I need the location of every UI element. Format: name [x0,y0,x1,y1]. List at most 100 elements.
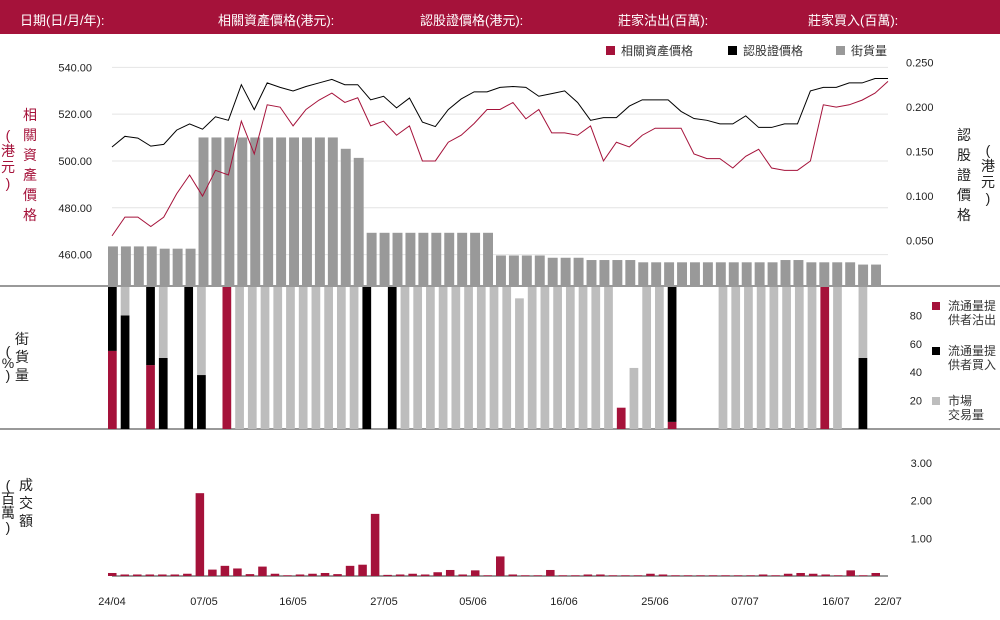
turnover-bar [483,575,492,576]
middle-y-axis-unit: (%) [2,343,14,383]
outstanding-bar [858,264,869,285]
turnover-bar [370,513,380,576]
turnover-bar [258,566,267,576]
mm-flow-bar [222,287,232,429]
outstanding-bar [496,255,506,285]
x-tick: 07/07 [731,596,759,608]
turnover-bar [683,575,693,576]
outstanding-bar [211,137,222,285]
outstanding-bar [327,137,338,285]
turnover-bar [158,574,167,576]
x-tick: 16/06 [550,596,578,608]
outstanding-bar [250,137,261,285]
outstanding-bar [289,137,299,285]
turnover-bar [521,575,530,576]
turnover-bar [270,573,280,576]
middle-legend-swatch [932,347,940,355]
mm-flow-bar [642,287,652,429]
y-left-axis-title: 相關資產價格 [23,107,37,223]
outstanding-bar [353,157,364,285]
mm-flow-bar [502,287,512,429]
y-right-tick: 0.050 [906,235,934,247]
turnover-bar [633,575,643,576]
turnover-bar [708,575,718,576]
outstanding-bar [431,232,442,285]
turnover-bar [383,574,392,576]
outstanding-bar [793,260,804,285]
outstanding-bar [741,262,752,285]
outstanding-bar [263,137,274,285]
outstanding-bar [871,264,881,285]
outstanding-bar [612,260,623,285]
mm-flow-bar [565,287,575,429]
turnover-bar [583,574,593,576]
turnover-bar [358,564,367,576]
middle-legend-swatch [932,397,940,405]
mm-flow-bar [756,287,766,429]
x-tick: 25/06 [641,596,669,608]
y-left-tick: 540.00 [58,62,92,74]
outstanding-bar [444,232,455,285]
outstanding-bar [521,255,532,285]
outstanding-bar [690,262,700,285]
outstanding-bar [702,262,713,285]
outstanding-bar [405,232,416,285]
bottom-y-axis-title: 成交額 [19,477,33,529]
turnover-bar [608,575,618,576]
mm-flow-bar [197,375,206,429]
mm-flow-bar [794,287,804,429]
x-tick: 22/07 [874,596,902,608]
outstanding-bar [314,137,325,285]
mm-flow-bar [527,287,537,429]
mm-flow-bar [336,287,346,429]
outstanding-bar [573,257,584,285]
turnover-bar [133,574,142,576]
outstanding-bar [728,262,739,285]
legend-swatch [728,46,737,55]
outstanding-bar [198,137,209,285]
mm-flow-bar [324,287,333,429]
outstanding-bar [172,248,183,285]
mm-flow-bar [667,287,677,422]
y-right-tick: 0.100 [906,191,934,203]
outstanding-bar [418,232,429,285]
turnover-bar [295,574,305,576]
outstanding-bar [470,232,481,285]
outstanding-bar [780,260,791,285]
mm-flow-bar [108,350,117,429]
mm-flow-bar [833,287,842,429]
outstanding-bar [845,262,856,285]
turnover-bar [871,572,880,576]
mm-flow-bar [413,287,423,429]
outstanding-bar [159,248,170,285]
middle-legend-label: 流通量提供者沽出 [948,298,996,327]
y-left-tick: 460.00 [58,250,92,262]
turnover-bar [470,570,480,576]
outstanding-bar [120,246,131,285]
middle-legend-swatch [932,302,940,310]
x-tick: 07/05 [190,596,218,608]
turnover-bar [671,575,680,576]
turnover-bar [283,575,292,576]
turnover-bar [758,574,768,576]
mm-flow-bar [120,287,130,316]
y-right-axis-unit: (港元) [981,142,995,206]
bottom-y-tick: 2.00 [911,496,932,508]
outstanding-bar [366,232,377,285]
turnover-bar [408,573,417,576]
middle-y-axis-title: 街貨量 [15,331,29,383]
outstanding-bar [560,257,571,285]
turnover-bar [308,573,317,576]
mm-flow-bar [540,287,550,429]
mm-flow-bar [718,287,728,429]
mm-flow-bar [616,407,626,429]
mm-flow-bar [807,287,817,429]
mm-flow-bar [744,287,753,429]
header-warrant-label: 認股證價格(港元): [420,13,524,28]
outstanding-bar [224,137,235,285]
turnover-bar [658,574,668,576]
mm-flow-bar [158,358,168,429]
mm-flow-bar [438,287,448,429]
y-right-tick: 0.250 [906,57,934,69]
middle-legend-label: 流通量提供者買入 [948,343,996,372]
